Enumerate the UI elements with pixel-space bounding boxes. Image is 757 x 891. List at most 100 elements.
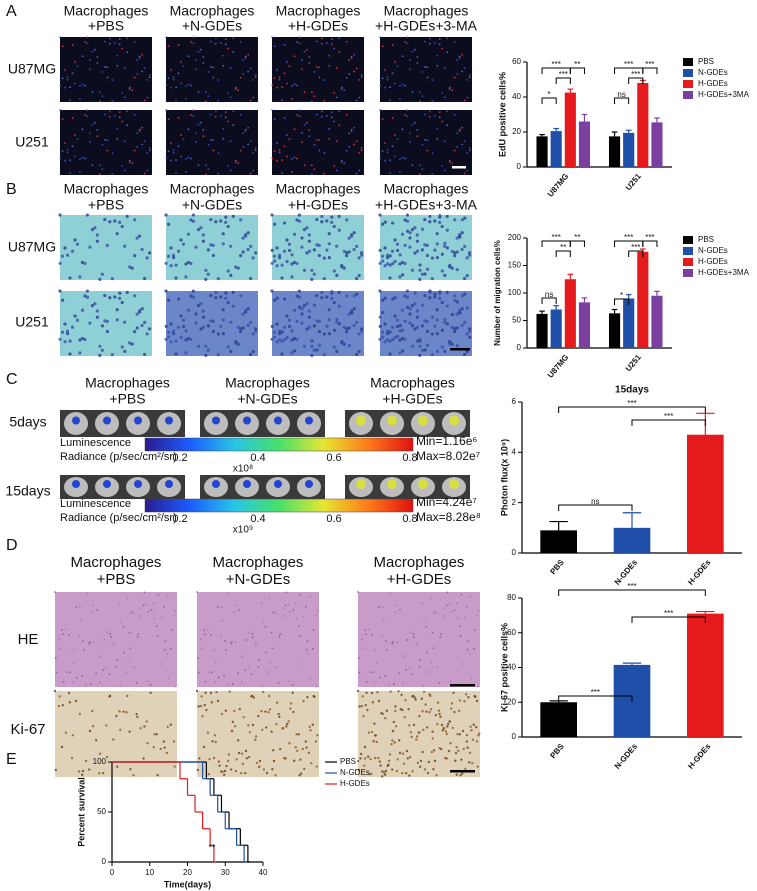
cell [217,172,220,175]
row-label: U87MG [8,61,56,77]
cell [323,172,326,175]
cell [255,761,259,765]
cell [415,239,419,243]
cell [186,232,191,236]
cell [410,344,415,348]
colorbar-tick: 0.4 [250,513,265,525]
cell [440,269,444,273]
colorbar-max: Max=8.02e⁷ [416,449,480,463]
cell [201,325,206,329]
cell [408,724,411,727]
cell [405,749,409,753]
cell [348,73,351,75]
cell [189,337,193,342]
cell [393,741,396,744]
cell [393,314,397,318]
cell [120,224,124,229]
cell [440,224,444,229]
cell [64,731,68,734]
cell [472,647,475,650]
column-header: Macrophages [276,3,361,19]
cell [205,708,208,712]
cell [274,774,277,777]
cell [362,715,365,718]
cell [423,293,427,298]
cell [428,711,431,714]
cell [139,615,142,618]
cell [345,149,348,152]
cell [406,42,409,45]
cell [103,40,106,43]
cell [169,723,172,726]
cell [118,43,121,46]
cell [196,304,200,308]
cell [108,42,111,45]
cell [145,256,149,260]
cell [236,325,240,330]
cell [231,214,235,218]
significance-label: *** [559,70,568,79]
cell [254,146,257,149]
cell [355,244,359,249]
cell [384,86,386,89]
cell [456,733,459,736]
cell [401,328,405,332]
cell [457,709,461,713]
cell [231,304,235,308]
cell [360,76,363,79]
cell [93,226,97,230]
cell [286,155,288,158]
cell [412,633,415,635]
cell [433,324,437,328]
cell [286,61,288,63]
cell [239,40,242,43]
cell [69,86,71,88]
cell [337,214,341,218]
cell [209,113,212,116]
cell [113,115,116,117]
cell [328,64,331,67]
cell [401,772,404,775]
cell [244,669,247,672]
cell [210,671,213,674]
cell [450,707,453,710]
signal [212,480,220,488]
cell [378,337,382,341]
cell [184,275,188,279]
cell [355,67,358,70]
cell [383,296,387,300]
cell [89,641,91,643]
cell [138,57,141,59]
cell [79,605,81,608]
colorbar-tick: 0.6 [326,513,341,525]
cell [440,633,443,636]
cell [163,648,166,651]
cell [345,251,349,255]
cell [268,694,271,698]
cell [305,302,309,306]
cell [312,303,317,307]
cell [335,317,339,321]
signal [356,479,366,489]
cell [443,244,447,248]
cell [391,145,394,148]
cell [292,609,295,611]
cell [247,755,251,759]
cell [379,764,382,767]
cell [458,733,461,736]
cell [455,300,459,304]
cell [421,168,424,171]
cell [415,233,419,237]
cell [227,47,230,50]
cell [115,714,118,718]
cell [233,709,236,713]
cell [187,55,190,58]
cell [111,79,114,81]
cell [420,324,424,328]
cell [430,277,434,281]
cell [219,324,223,328]
cell [409,68,411,70]
cell [242,59,245,61]
cell [393,335,397,340]
cell [398,262,402,266]
